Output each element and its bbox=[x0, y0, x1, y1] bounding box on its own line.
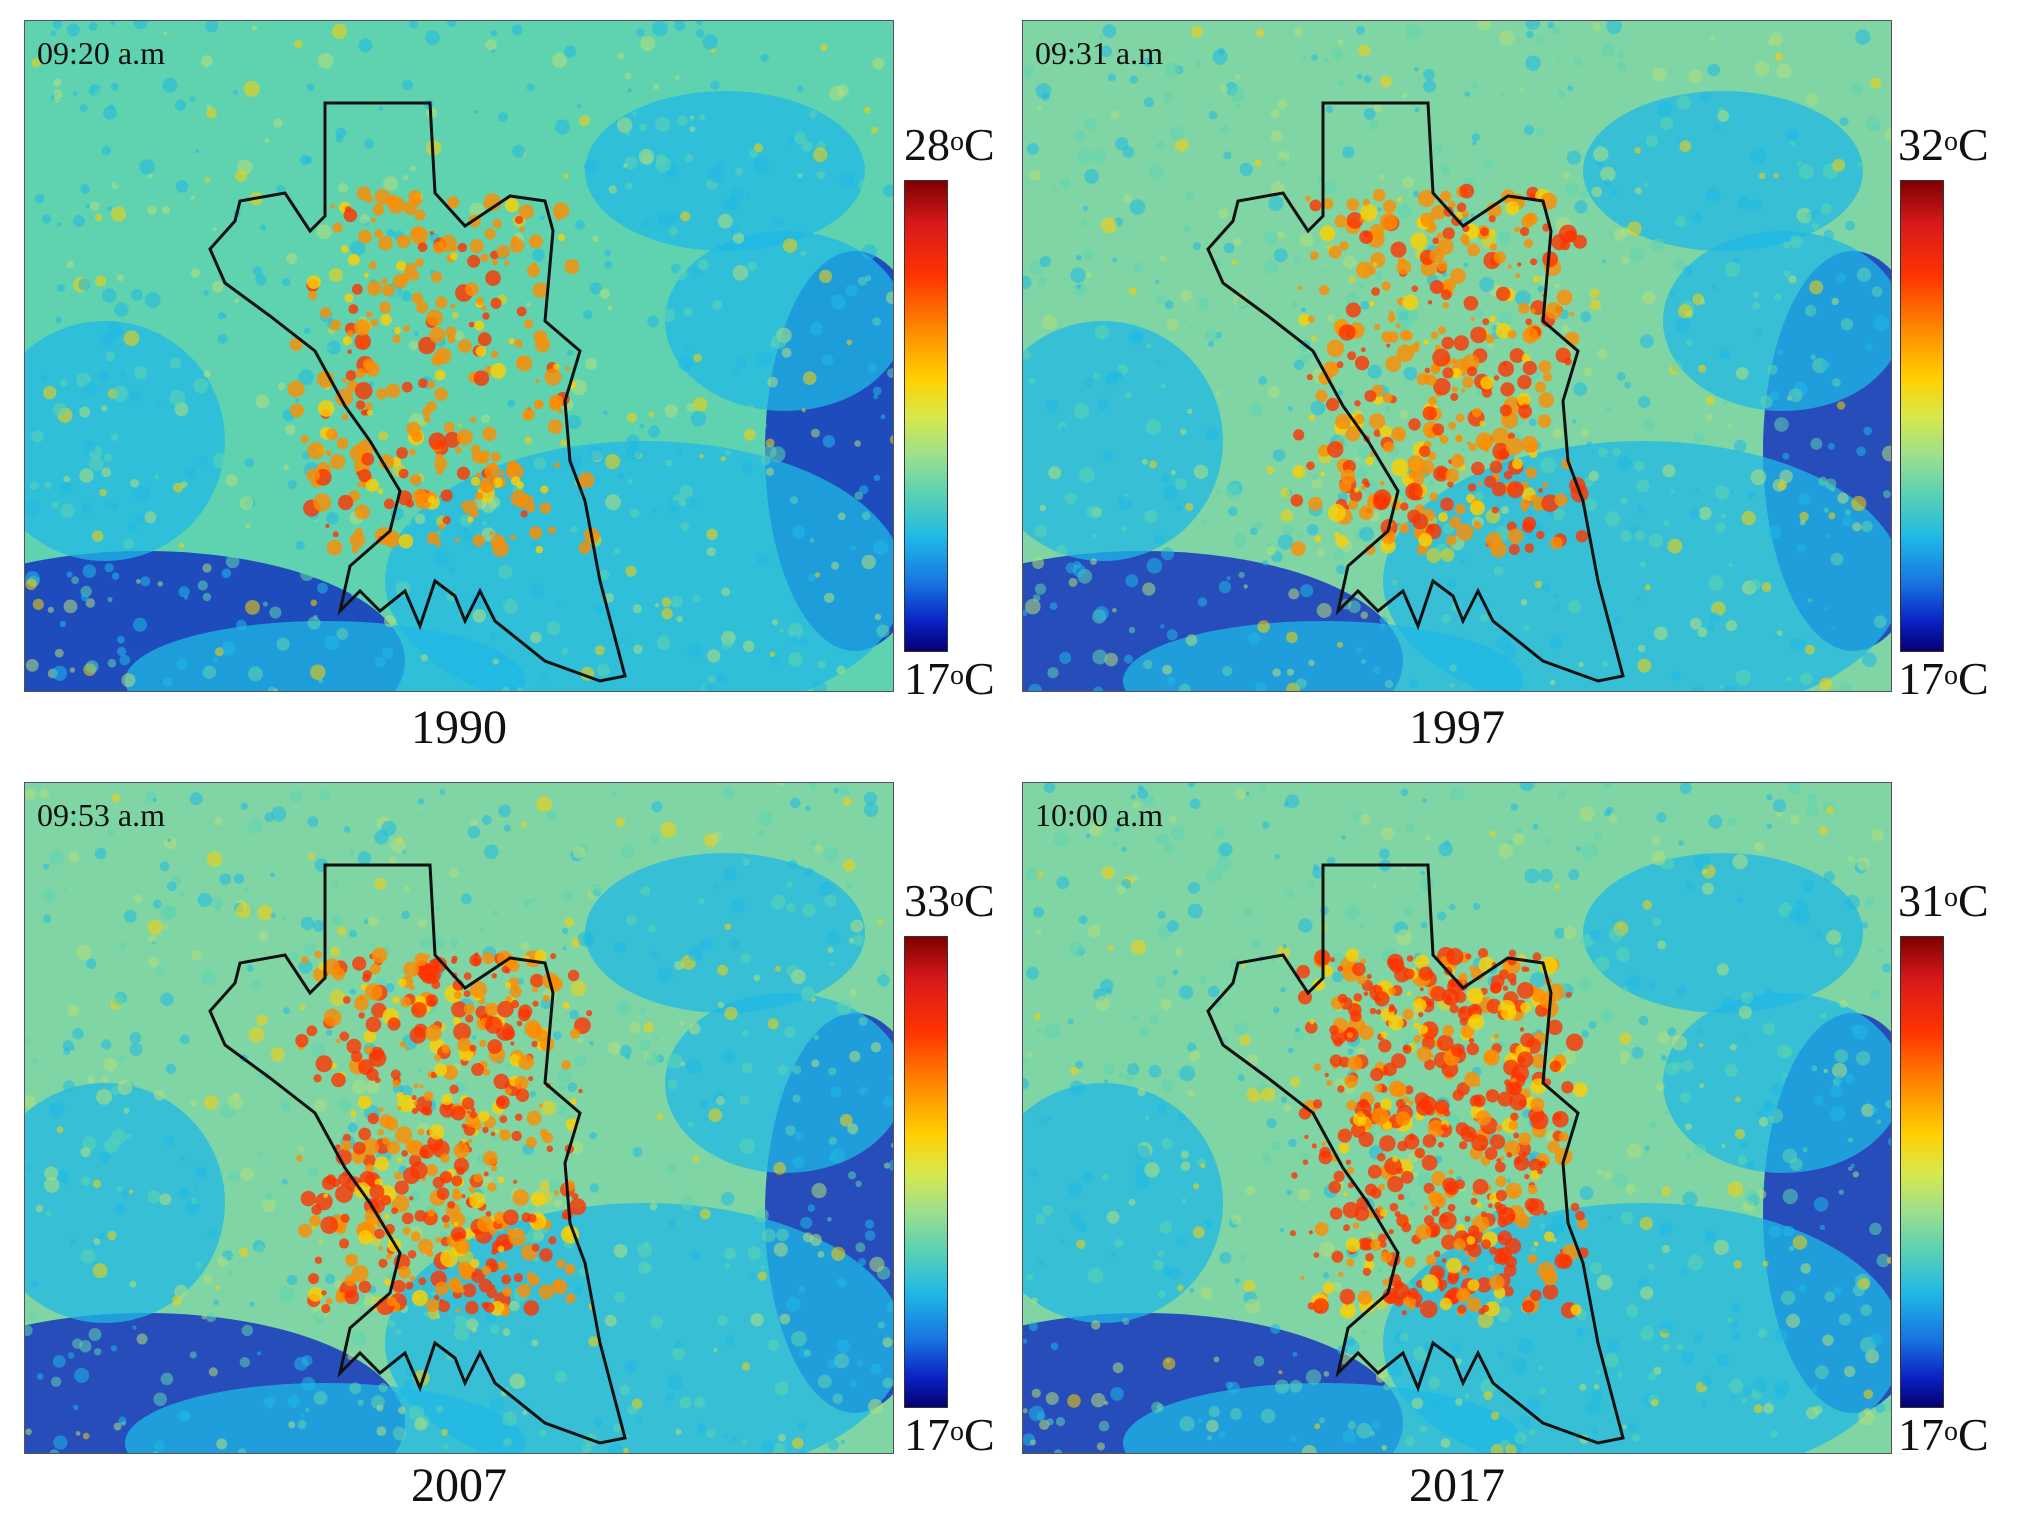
colorbar-min-label: 17oC bbox=[1898, 653, 1989, 704]
city-boundary bbox=[208, 101, 627, 683]
colorbar-min-label: 17oC bbox=[904, 1409, 995, 1460]
colorbar-min-label: 17oC bbox=[1898, 1409, 1989, 1460]
colorbar bbox=[1900, 180, 1944, 652]
colorbar-max-label: 33oC bbox=[904, 875, 995, 926]
temperature-field bbox=[1023, 783, 1891, 1453]
panel-year: 1997 bbox=[1409, 701, 1505, 754]
city-boundary bbox=[208, 863, 627, 1445]
lst-map-2017: 10:00 a.m bbox=[1022, 782, 1892, 1454]
acquisition-time: 10:00 a.m bbox=[1035, 797, 1163, 833]
colorbar bbox=[904, 936, 948, 1408]
colorbar-max-label: 31oC bbox=[1898, 875, 1989, 926]
lst-map-1990: 09:20 a.m bbox=[24, 20, 894, 692]
city-boundary bbox=[1206, 863, 1625, 1445]
lst-map-2007: 09:53 a.m bbox=[24, 782, 894, 1454]
acquisition-time: 09:31 a.m bbox=[1035, 35, 1163, 71]
temperature-field bbox=[25, 783, 893, 1453]
colorbar-min-label: 17oC bbox=[904, 653, 995, 704]
temperature-field bbox=[25, 21, 893, 691]
temperature-field bbox=[1023, 21, 1891, 691]
panel-year: 1990 bbox=[411, 701, 507, 754]
panel-year: 2017 bbox=[1409, 1459, 1505, 1512]
panel-year: 2007 bbox=[411, 1459, 507, 1512]
colorbar bbox=[904, 180, 948, 652]
city-boundary bbox=[1206, 101, 1625, 683]
colorbar-max-label: 28oC bbox=[904, 119, 995, 170]
acquisition-time: 09:53 a.m bbox=[37, 797, 165, 833]
lst-map-1997: 09:31 a.m bbox=[1022, 20, 1892, 692]
colorbar bbox=[1900, 936, 1944, 1408]
acquisition-time: 09:20 a.m bbox=[37, 35, 165, 71]
colorbar-max-label: 32oC bbox=[1898, 119, 1989, 170]
